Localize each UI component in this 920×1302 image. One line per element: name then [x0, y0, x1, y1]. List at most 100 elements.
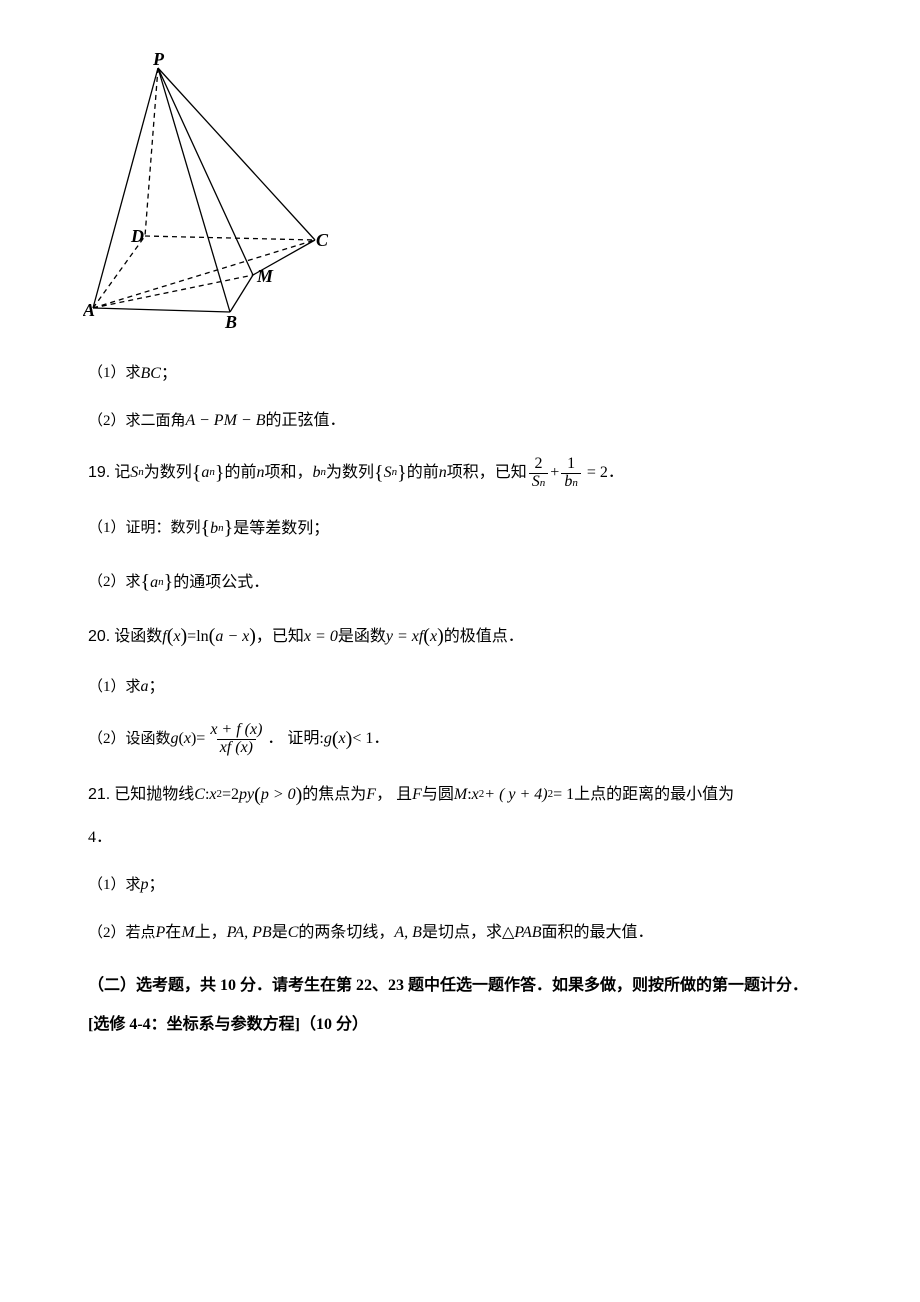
mid: ． 证明:: [267, 726, 323, 752]
text: 的前: [407, 460, 439, 486]
section-elective-label: [选修 4-4：坐标系与参数方程]（10 分）: [88, 1012, 832, 1038]
prefix: （2）求: [88, 570, 141, 594]
bn-b: b: [313, 460, 321, 486]
rp2: ): [346, 723, 353, 755]
rbrace: }: [224, 512, 234, 544]
label-P: P: [152, 50, 165, 69]
C2: C: [288, 920, 299, 946]
pyramid-figure: P A B C D M: [83, 50, 832, 339]
lp3: (: [423, 620, 430, 652]
x: x: [209, 782, 216, 808]
q21-stem-line1: 21. 已知抛物线 C : x2 = 2 py (p > 0) 的焦点为 F ，…: [88, 779, 832, 811]
num: x + f (x): [207, 722, 265, 739]
tail: ．: [96, 825, 112, 851]
x3: x: [430, 624, 437, 650]
dihedral-expr: A − PM − B: [186, 408, 266, 434]
x2b: x: [472, 782, 479, 808]
lbrace: {: [141, 566, 151, 598]
q21-part1: （1）求 p ；: [88, 872, 832, 898]
AB: A, B: [394, 920, 422, 946]
lbrace: {: [201, 512, 211, 544]
q19-stem: 19. 记 Sn 为数列 {an} 的前 n 项和， bn 为数列 {Sn} 的…: [88, 456, 832, 491]
q-number: 20.: [88, 624, 110, 650]
g2: g: [324, 726, 332, 752]
frac-1-bn: 1 bn: [561, 456, 581, 491]
prefix: （2）若点: [88, 921, 156, 945]
q20-stem: 20. 设函数 f (x) = ln (a − x) ，已知 x = 0 是函数…: [88, 620, 832, 652]
text: ， 且: [376, 782, 412, 808]
rp: ): [181, 620, 188, 652]
den-S: S: [532, 473, 540, 490]
q19-part1: （1）证明：数列 {bn} 是等差数列；: [88, 512, 832, 544]
text: 的焦点为: [302, 782, 366, 808]
q21-part2: （2）若点 P 在 M 上， PA, PB 是 C 的两条切线， A, B 是切…: [88, 920, 832, 946]
num: 2: [532, 456, 546, 473]
lbrace: {: [374, 457, 384, 489]
four: 4: [88, 825, 96, 851]
suffix: 是等差数列；: [233, 516, 329, 542]
text: 与圆: [422, 782, 454, 808]
q-number: 19.: [88, 460, 110, 486]
y-xfx: y = xf: [386, 624, 423, 650]
text: 设函数: [114, 624, 162, 650]
lp: (: [254, 779, 261, 811]
var-BC: BC: [141, 361, 161, 387]
text: 为数列: [326, 460, 374, 486]
label-D: D: [130, 226, 144, 246]
text: 为数列: [144, 460, 192, 486]
lp2: (: [332, 723, 339, 755]
text: 的极值点．: [444, 624, 524, 650]
pyramid-svg: P A B C D M: [83, 50, 329, 330]
text: 项和，: [265, 460, 313, 486]
lt1: < 1: [352, 726, 373, 752]
text: ，已知: [256, 624, 304, 650]
g: g: [171, 726, 179, 752]
eq: =: [222, 782, 231, 808]
Sn-S: S: [130, 460, 138, 486]
p-gt-0: p > 0: [261, 782, 296, 808]
bn-b: b: [210, 516, 218, 542]
label-C: C: [316, 230, 329, 250]
section-optional-heading: （二）选考题，共 10 分．请考生在第 22、23 题中任选一题作答．如果多做，…: [88, 971, 832, 1001]
x: x: [173, 624, 180, 650]
n2: n: [439, 460, 447, 486]
an-a: a: [150, 570, 158, 596]
F: F: [366, 782, 376, 808]
q-number: 21.: [88, 782, 110, 808]
suffix: ；: [149, 674, 165, 700]
q20-part1: （1）求 a ；: [88, 674, 832, 700]
rp2: ): [249, 620, 256, 652]
M2: M: [181, 920, 194, 946]
text: 的前: [225, 460, 257, 486]
frac-gx: x + f (x) xf (x): [207, 722, 265, 757]
frac-2-Sn: 2 Sn: [529, 456, 549, 491]
ln: ln: [196, 624, 208, 650]
rbrace: }: [164, 566, 174, 598]
den: Sn: [529, 473, 549, 491]
x2: x: [339, 726, 346, 752]
p: p: [141, 872, 149, 898]
PAB: PAB: [514, 920, 541, 946]
text: 记: [114, 460, 130, 486]
label-A: A: [83, 300, 95, 320]
suffix: 的正弦值．: [265, 408, 345, 434]
prefix: （1）证明：数列: [88, 516, 201, 540]
q18-part2: （2）求二面角 A − PM − B 的正弦值．: [88, 408, 832, 434]
an-a: a: [201, 460, 209, 486]
prefix: （1）求: [88, 873, 141, 897]
text: 是函数: [338, 624, 386, 650]
suffix: ；: [149, 872, 165, 898]
suffix: ．: [373, 726, 389, 752]
x-eq-0: x = 0: [304, 624, 338, 650]
eq: =: [196, 726, 205, 752]
n: n: [257, 460, 265, 486]
Sn-S2: S: [384, 460, 392, 486]
den-n: n: [540, 477, 546, 489]
rbrace: }: [397, 457, 407, 489]
den: bn: [561, 473, 581, 491]
text: 上点的距离的最小值为: [574, 782, 734, 808]
text: 在: [165, 920, 181, 946]
label-B: B: [224, 312, 237, 330]
yplus4: + ( y + 4): [484, 782, 547, 808]
q18-part1: （1）求 BC ；: [88, 361, 832, 387]
